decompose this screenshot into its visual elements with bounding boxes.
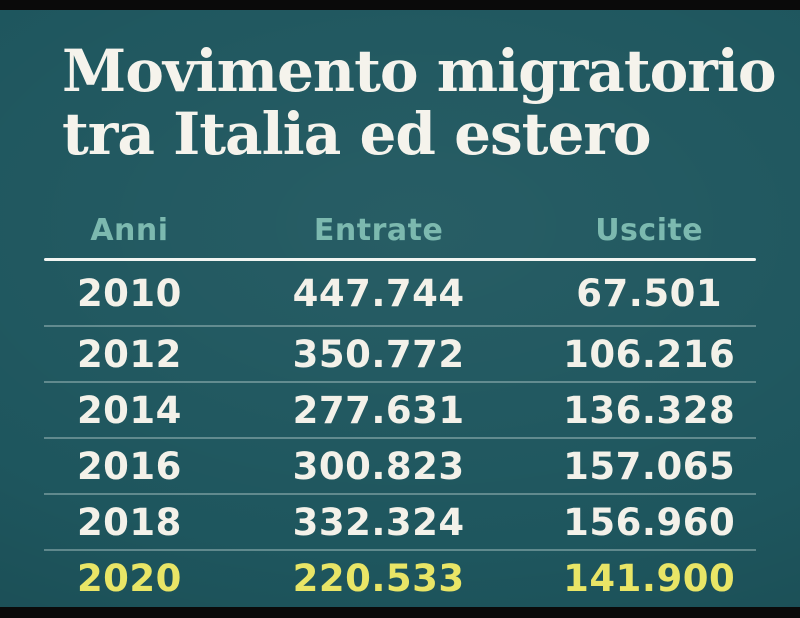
cell-entrate: 277.631 [292,388,465,432]
cell-uscite: 141.900 [563,556,736,600]
cell-year: 2010 [76,271,182,315]
cell-uscite: 106.216 [563,332,736,376]
header-divider [44,258,756,261]
cell-uscite: 136.328 [563,388,736,432]
page-title-line-1: Movimento migratorio [62,37,777,105]
page-title: Movimento migratorio tra Italia ed ester… [62,37,777,169]
table-header-row: Anni Entrate Uscite [44,208,756,252]
migration-table: Anni Entrate Uscite 2010 447.744 67.501 … [44,208,756,605]
column-header-uscite: Uscite [595,212,704,248]
cell-year: 2012 [76,332,182,376]
cell-entrate: 350.772 [292,332,465,376]
infographic-canvas: Movimento migratorio tra Italia ed ester… [0,10,800,607]
cell-uscite: 157.065 [563,444,736,488]
cell-year: 2018 [76,500,182,544]
cell-entrate: 220.533 [292,556,465,600]
cell-uscite: 67.501 [576,271,723,315]
cell-year: 2020 [76,556,182,600]
cell-year: 2014 [76,388,182,432]
cell-entrate: 447.744 [292,271,465,315]
table-body: 2010 447.744 67.501 2012 350.772 106.216… [44,261,756,605]
cell-year: 2016 [76,444,182,488]
cell-entrate: 300.823 [292,444,465,488]
table-row-2010: 2010 447.744 67.501 [44,261,756,325]
column-header-entrate: Entrate [313,212,444,248]
column-header-anni: Anni [90,212,169,248]
table-row-2018: 2018 332.324 156.960 [44,493,756,549]
letterbox-bar-bottom [0,607,800,618]
table-row-2020-highlighted: 2020 220.533 141.900 [44,549,756,605]
cell-entrate: 332.324 [292,500,465,544]
page-title-line-2: tra Italia ed estero [62,100,652,169]
table-row-2016: 2016 300.823 157.065 [44,437,756,493]
table-row-2012: 2012 350.772 106.216 [44,325,756,381]
table-row-2014: 2014 277.631 136.328 [44,381,756,437]
cell-uscite: 156.960 [563,500,736,544]
letterbox-bar-top [0,0,800,10]
